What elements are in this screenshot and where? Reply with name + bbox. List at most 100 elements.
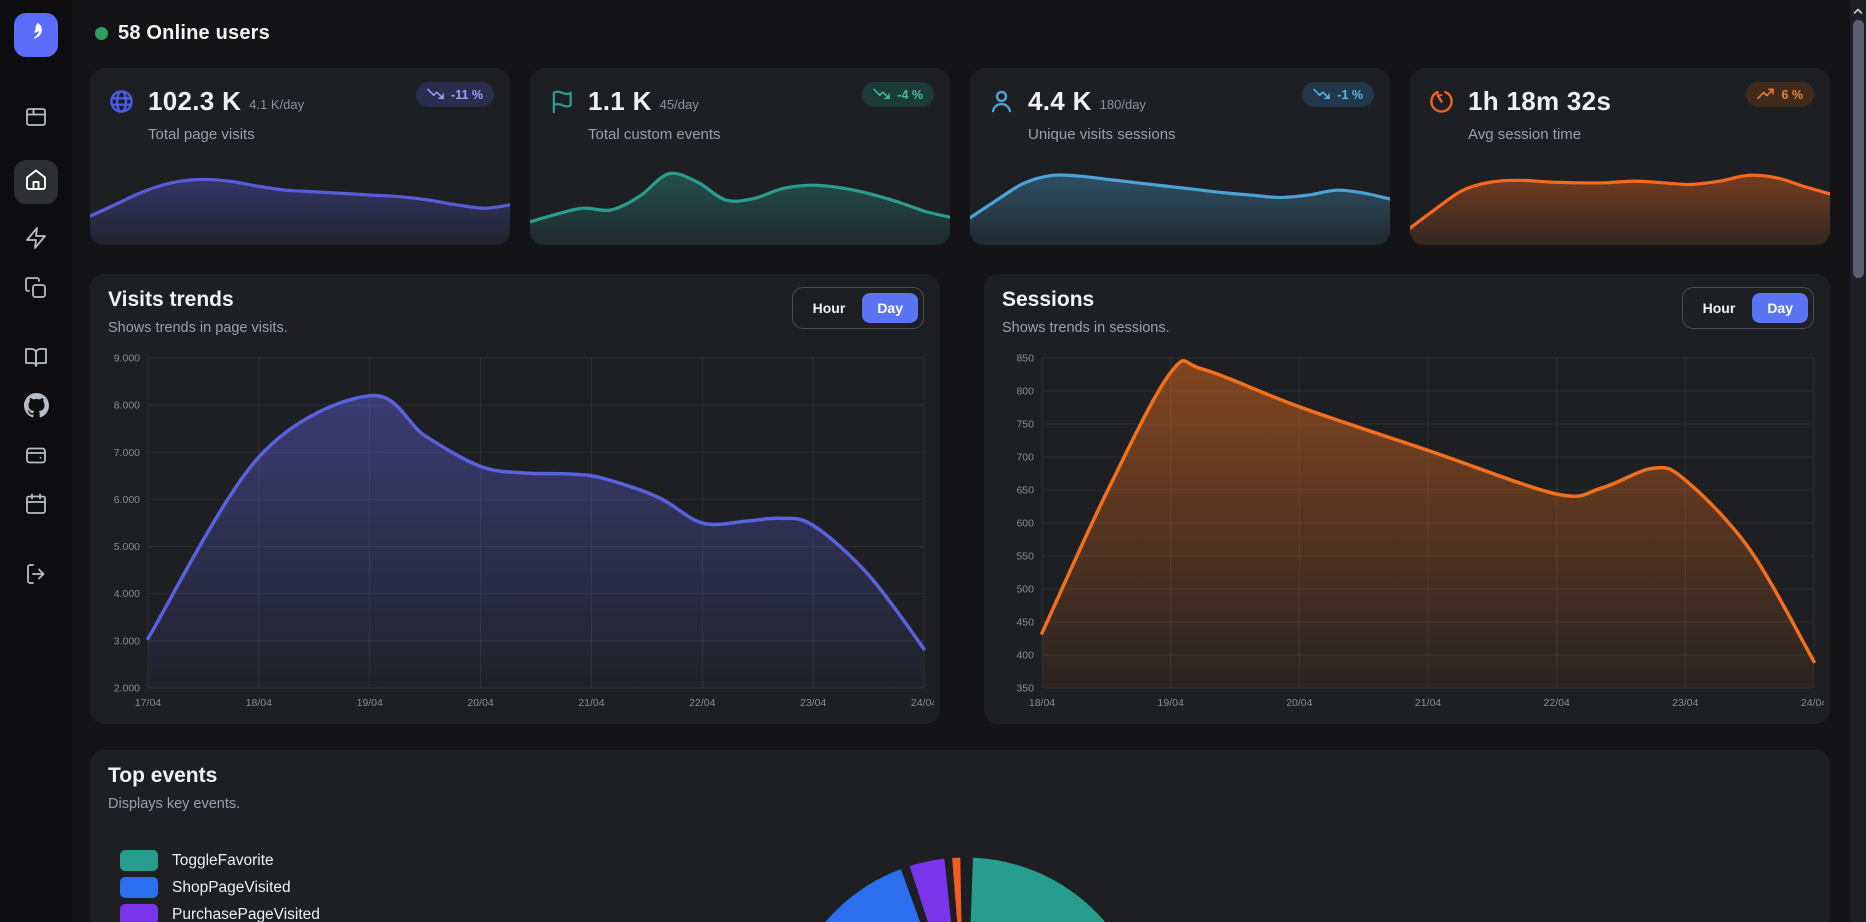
logout-icon [24, 562, 48, 591]
top-events-card: Top events Displays key events. ToggleFa… [90, 750, 1830, 922]
zap-icon [24, 226, 48, 255]
trend-badge: -11 % [416, 82, 494, 107]
svg-text:9.000: 9.000 [114, 353, 140, 365]
sessions-subtitle: Shows trends in sessions. [1002, 320, 1170, 336]
online-status-dot [95, 27, 108, 40]
stat-value: 1h 18m 32s [1468, 86, 1612, 116]
sessions-title: Sessions [1002, 288, 1095, 311]
svg-text:20/04: 20/04 [1286, 697, 1312, 709]
stat-label: Avg session time [1468, 126, 1582, 143]
svg-text:650: 650 [1016, 485, 1034, 497]
stat-per-day: 45/day [659, 97, 699, 112]
user-icon [988, 88, 1015, 115]
calendar-icon [24, 492, 48, 521]
sidebar-item-github[interactable] [0, 388, 72, 428]
page-scrollbar[interactable] [1850, 0, 1866, 922]
visits-day-button[interactable]: Day [862, 293, 918, 323]
svg-text:18/04: 18/04 [246, 697, 272, 709]
svg-text:19/04: 19/04 [1158, 697, 1184, 709]
stat-card-total-page-visits: 102.3 K 4.1 K/day -11 % Total page visit… [90, 68, 510, 245]
sidebar-item-pages[interactable] [0, 270, 72, 310]
stat-per-day: 180/day [1099, 97, 1146, 112]
trend-badge: 6 % [1746, 82, 1814, 107]
sessions-chart: 850 800 750 700 650 600 550 500 450 400 350 18/04 19… [992, 346, 1827, 718]
svg-text:400: 400 [1016, 650, 1034, 662]
stat-value: 4.4 K [1028, 86, 1092, 116]
svg-text:20/04: 20/04 [467, 697, 493, 709]
visits-trends-title: Visits trends [108, 288, 234, 311]
svg-text:6.000: 6.000 [114, 494, 140, 506]
sessions-day-button[interactable]: Day [1752, 293, 1808, 323]
sessions-card: Sessions Shows trends in sessions. Hour … [984, 274, 1830, 724]
svg-text:3.000: 3.000 [114, 635, 140, 647]
svg-text:17/04: 17/04 [135, 697, 161, 709]
top-events-title: Top events [108, 764, 218, 787]
legend-item: PurchasePageVisited [120, 904, 320, 922]
online-users-label: 58 Online users [118, 22, 270, 44]
svg-text:21/04: 21/04 [1415, 697, 1441, 709]
layout-icon [24, 105, 48, 134]
svg-text:2.000: 2.000 [114, 683, 140, 695]
svg-text:22/04: 22/04 [689, 697, 715, 709]
svg-text:23/04: 23/04 [800, 697, 826, 709]
app-logo[interactable] [14, 13, 58, 57]
scroll-up-arrow[interactable] [1852, 4, 1864, 16]
sidebar-item-calendar[interactable] [0, 486, 72, 526]
visits-trends-subtitle: Shows trends in page visits. [108, 320, 288, 336]
svg-text:500: 500 [1016, 584, 1034, 596]
legend-swatch [120, 904, 158, 922]
sidebar-item-wallet[interactable] [0, 437, 72, 477]
svg-text:750: 750 [1016, 419, 1034, 431]
svg-text:24/04: 24/04 [911, 697, 934, 709]
svg-text:350: 350 [1016, 683, 1034, 695]
custom-events-sparkline [530, 153, 950, 245]
svg-text:550: 550 [1016, 551, 1034, 563]
trending-up-icon [1757, 88, 1775, 102]
legend-label: ShopPageVisited [172, 878, 291, 896]
flag-icon [548, 88, 575, 115]
sidebar-item-zap[interactable] [0, 220, 72, 260]
copy-icon [24, 276, 48, 305]
stat-label: Total custom events [588, 126, 721, 143]
unique-sessions-sparkline [970, 153, 1390, 245]
svg-text:18/04: 18/04 [1029, 697, 1055, 709]
svg-text:450: 450 [1016, 617, 1034, 629]
sidebar-item-logout[interactable] [0, 556, 72, 596]
stat-value: 102.3 K [148, 86, 242, 116]
globe-icon [108, 88, 135, 115]
trending-down-icon [1313, 88, 1331, 102]
scrollbar-thumb[interactable] [1852, 20, 1864, 278]
stat-label: Unique visits sessions [1028, 126, 1176, 143]
visits-trends-chart: 9.000 8.000 7.000 6.000 5.000 4.000 3.000 2.000… [98, 346, 938, 718]
svg-text:22/04: 22/04 [1544, 697, 1570, 709]
sidebar-item-home[interactable] [14, 160, 58, 204]
svg-text:8.000: 8.000 [114, 400, 140, 412]
logo-icon [23, 20, 49, 51]
timer-icon [1428, 88, 1455, 115]
svg-text:800: 800 [1016, 386, 1034, 398]
svg-text:19/04: 19/04 [357, 697, 383, 709]
visits-hour-button[interactable]: Hour [798, 293, 861, 323]
book-icon [24, 345, 48, 374]
svg-text:600: 600 [1016, 518, 1034, 530]
stat-card-total-custom-events: 1.1 K 45/day -4 % Total custom events [530, 68, 950, 245]
svg-text:21/04: 21/04 [578, 697, 604, 709]
legend-label: PurchasePageVisited [172, 905, 320, 922]
visits-trends-card: Visits trends Shows trends in page visit… [90, 274, 940, 724]
svg-text:850: 850 [1016, 353, 1034, 365]
online-users: 58 Online users [95, 22, 270, 45]
stat-per-day: 4.1 K/day [249, 97, 305, 112]
top-events-subtitle: Displays key events. [108, 796, 241, 812]
sidebar [0, 0, 72, 922]
trending-down-icon [427, 88, 444, 102]
trend-badge: -1 % [1302, 82, 1374, 107]
legend-item: ToggleFavorite [120, 850, 320, 871]
sidebar-item-layout[interactable] [0, 99, 72, 139]
home-icon [24, 168, 48, 197]
sidebar-item-book[interactable] [0, 339, 72, 379]
github-icon [23, 393, 49, 423]
stat-card-unique-visits-sessions: 4.4 K 180/day -1 % Unique visits session… [970, 68, 1390, 245]
sessions-hour-button[interactable]: Hour [1688, 293, 1751, 323]
legend-swatch [120, 850, 158, 871]
